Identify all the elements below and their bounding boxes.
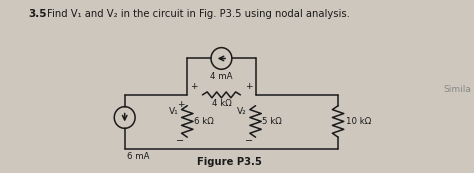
Text: 4 mA: 4 mA <box>210 72 233 81</box>
Text: Simila: Simila <box>443 85 471 94</box>
Text: Figure P3.5: Figure P3.5 <box>197 157 262 167</box>
Text: 5 kΩ: 5 kΩ <box>262 117 282 126</box>
Text: V₂: V₂ <box>237 107 247 116</box>
Text: +: + <box>190 82 198 91</box>
Text: 6 kΩ: 6 kΩ <box>194 117 214 126</box>
Text: 6 mA: 6 mA <box>127 152 149 161</box>
Text: +: + <box>177 100 184 109</box>
Text: Find V₁ and V₂ in the circuit in Fig. P3.5 using nodal analysis.: Find V₁ and V₂ in the circuit in Fig. P3… <box>47 9 350 19</box>
Text: V₁: V₁ <box>169 107 179 116</box>
Text: +: + <box>245 82 253 91</box>
Text: 10 kΩ: 10 kΩ <box>346 117 371 126</box>
Text: −: − <box>176 136 184 146</box>
Text: 4 kΩ: 4 kΩ <box>211 99 231 108</box>
Text: −: − <box>245 136 253 146</box>
Text: 3.5: 3.5 <box>28 9 46 19</box>
